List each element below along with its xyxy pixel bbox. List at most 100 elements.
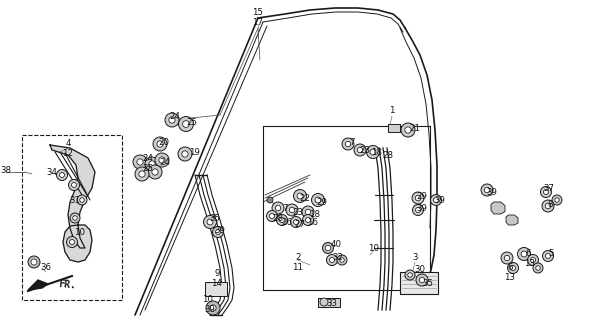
Circle shape <box>178 147 192 161</box>
Bar <box>318 298 340 307</box>
Circle shape <box>294 189 307 203</box>
Text: 32: 32 <box>333 253 343 262</box>
Circle shape <box>484 187 490 193</box>
Text: 25: 25 <box>187 117 197 126</box>
Text: 34: 34 <box>47 167 57 177</box>
Circle shape <box>165 113 179 127</box>
Circle shape <box>133 155 147 169</box>
Polygon shape <box>506 215 518 225</box>
Text: 37: 37 <box>544 183 554 193</box>
Circle shape <box>412 192 424 204</box>
Circle shape <box>135 167 149 181</box>
Text: 6: 6 <box>507 262 513 271</box>
Text: 20: 20 <box>158 138 170 147</box>
Circle shape <box>28 256 40 268</box>
Text: 7: 7 <box>349 138 355 147</box>
Text: 10: 10 <box>203 294 213 303</box>
Circle shape <box>340 258 344 262</box>
Text: 33: 33 <box>326 299 337 308</box>
Circle shape <box>481 184 493 196</box>
Circle shape <box>544 189 548 195</box>
Circle shape <box>542 200 554 212</box>
Circle shape <box>155 153 169 167</box>
Text: 15: 15 <box>252 7 264 17</box>
Circle shape <box>183 121 189 127</box>
Text: 24: 24 <box>160 157 170 166</box>
Circle shape <box>545 203 551 209</box>
Text: 35: 35 <box>209 213 220 222</box>
Text: 6: 6 <box>525 250 531 259</box>
Circle shape <box>207 219 213 225</box>
Circle shape <box>169 117 175 123</box>
Circle shape <box>206 301 220 315</box>
Circle shape <box>545 253 550 259</box>
Bar <box>205 282 227 296</box>
Text: 35: 35 <box>423 279 434 289</box>
Text: 12: 12 <box>63 148 73 157</box>
Text: 10: 10 <box>74 228 86 236</box>
Text: 8: 8 <box>547 199 553 209</box>
Circle shape <box>504 255 509 261</box>
Circle shape <box>366 146 379 158</box>
Text: 22: 22 <box>300 194 310 203</box>
Text: 5: 5 <box>548 250 554 259</box>
Circle shape <box>77 195 87 205</box>
Text: 39: 39 <box>204 305 216 314</box>
Circle shape <box>267 211 278 221</box>
Circle shape <box>303 214 313 226</box>
Circle shape <box>291 217 301 228</box>
Polygon shape <box>50 145 95 248</box>
Circle shape <box>320 298 328 306</box>
Circle shape <box>294 220 298 224</box>
Circle shape <box>272 202 284 214</box>
Circle shape <box>216 229 220 235</box>
Text: 39: 39 <box>417 204 427 212</box>
Circle shape <box>405 127 411 133</box>
Text: 13: 13 <box>524 260 535 268</box>
Text: 23: 23 <box>293 207 304 217</box>
Text: 18: 18 <box>372 148 382 156</box>
Circle shape <box>325 245 331 251</box>
Text: 1: 1 <box>389 106 395 115</box>
Circle shape <box>210 305 216 311</box>
Text: 25: 25 <box>142 164 154 172</box>
Circle shape <box>290 207 295 213</box>
Text: 23: 23 <box>359 146 371 155</box>
Polygon shape <box>63 225 92 262</box>
Circle shape <box>354 144 366 156</box>
Circle shape <box>345 141 350 147</box>
Text: 29: 29 <box>417 191 427 201</box>
Text: 31: 31 <box>70 196 80 204</box>
Circle shape <box>415 208 420 212</box>
Circle shape <box>306 218 310 222</box>
Circle shape <box>70 240 74 244</box>
Circle shape <box>137 159 143 165</box>
Circle shape <box>145 157 159 171</box>
Circle shape <box>508 262 518 274</box>
Circle shape <box>430 195 441 205</box>
Circle shape <box>302 206 314 218</box>
Circle shape <box>286 204 298 216</box>
Text: 3: 3 <box>413 253 418 262</box>
Text: 14: 14 <box>212 279 222 289</box>
Circle shape <box>370 149 376 155</box>
Text: 39: 39 <box>434 196 446 204</box>
Text: 11: 11 <box>293 263 304 273</box>
Circle shape <box>148 165 162 179</box>
Circle shape <box>555 198 559 202</box>
Circle shape <box>69 180 80 190</box>
Circle shape <box>416 274 428 286</box>
Text: 10: 10 <box>369 244 379 252</box>
Text: 27: 27 <box>294 220 306 228</box>
Circle shape <box>521 251 527 257</box>
Circle shape <box>31 259 37 265</box>
Circle shape <box>415 195 421 201</box>
Circle shape <box>342 138 354 150</box>
Circle shape <box>152 169 158 175</box>
Polygon shape <box>491 202 505 214</box>
Text: 39: 39 <box>486 188 498 196</box>
Circle shape <box>277 214 287 226</box>
Circle shape <box>552 195 562 205</box>
Bar <box>400 272 438 294</box>
Circle shape <box>543 251 554 261</box>
